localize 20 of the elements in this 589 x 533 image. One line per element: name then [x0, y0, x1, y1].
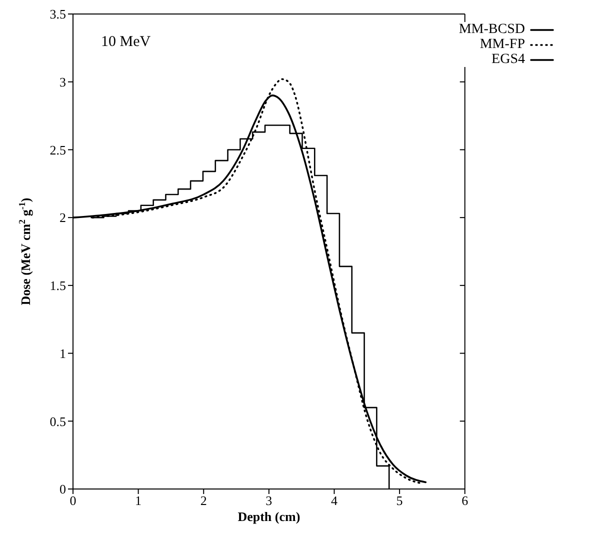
y-tick-label: 3 — [60, 74, 66, 90]
x-tick-label: 2 — [200, 493, 207, 508]
y-tick-label: 1.5 — [50, 278, 66, 294]
x-tick-label: 1 — [135, 493, 142, 508]
x-tick-label: 3 — [266, 493, 272, 508]
y-tick-label: 2.5 — [50, 142, 66, 158]
legend-label: MM-FP — [480, 37, 525, 52]
y-tick-label: 0.5 — [50, 414, 66, 429]
annotation: 10 MeV — [101, 34, 151, 51]
y-tick-label: 3.5 — [50, 6, 66, 22]
x-axis-title: Depth (cm) — [238, 509, 300, 524]
x-tick-label: 4 — [330, 493, 338, 508]
y-tick-label: 2 — [60, 210, 66, 226]
x-tick-label: 6 — [462, 493, 469, 508]
x-tick-label: 5 — [396, 493, 403, 508]
legend-label: EGS4 — [492, 52, 525, 67]
x-tick-label: 0 — [70, 493, 76, 508]
legend-label: MM-BCSD — [458, 22, 525, 37]
y-tick-label: 0 — [60, 482, 66, 497]
y-tick-label: 1 — [60, 346, 66, 361]
